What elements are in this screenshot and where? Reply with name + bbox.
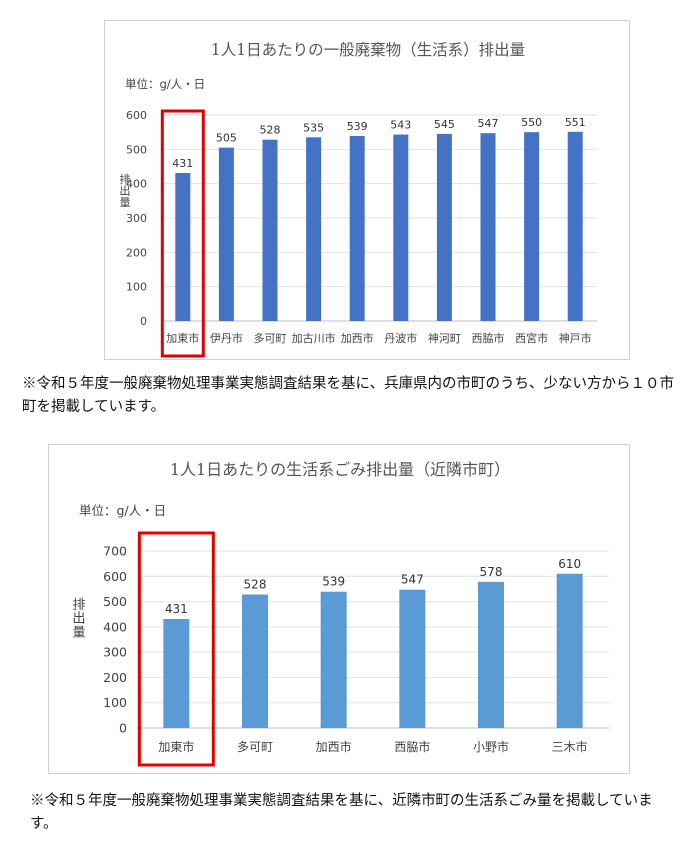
data-label: 551 xyxy=(565,116,586,129)
x-tick-label: 西宮市 xyxy=(515,331,548,345)
bar xyxy=(399,590,425,728)
chart-2-footnote: ※令和５年度一般廃棄物処理事業実態調査結果を基に、近隣市町の生活系ごみ量を掲載し… xyxy=(30,790,680,836)
data-label: 545 xyxy=(434,118,455,131)
data-label: 505 xyxy=(216,132,237,145)
x-tick-label: 神戸市 xyxy=(559,331,592,345)
data-label: 610 xyxy=(558,557,581,571)
bar xyxy=(306,137,321,321)
data-label: 543 xyxy=(390,119,411,132)
bar xyxy=(263,140,278,321)
data-label: 528 xyxy=(244,577,267,591)
chart-title: 1人1日あたりの一般廃棄物（生活系）排出量 xyxy=(211,41,525,59)
y-axis-label: 排出量 xyxy=(120,172,131,209)
bar xyxy=(242,594,268,728)
y-tick-label: 600 xyxy=(126,109,147,122)
data-label: 547 xyxy=(401,573,424,587)
data-label: 431 xyxy=(165,602,188,616)
bar xyxy=(437,134,452,321)
y-tick-label: 200 xyxy=(126,246,147,259)
chart-1-footnote: ※令和５年度一般廃棄物処理事業実態調査結果を基に、兵庫県内の市町のうち、少ない方… xyxy=(22,373,682,419)
y-tick-label: 100 xyxy=(103,695,127,710)
data-label: 431 xyxy=(172,157,193,170)
bar xyxy=(321,592,347,728)
data-label: 539 xyxy=(347,120,368,133)
y-tick-label: 500 xyxy=(126,143,147,156)
chart-2-svg: 1人1日あたりの生活系ごみ排出量（近隣市町） 単位：g/人・日 0 100 200 300… xyxy=(49,445,631,775)
x-tick-label: 多可町 xyxy=(254,331,287,345)
unit-label: 単位：g/人・日 xyxy=(79,503,166,518)
bar xyxy=(481,133,496,321)
data-label: 539 xyxy=(322,575,345,589)
y-tick-label: 400 xyxy=(103,619,127,634)
x-tick-label: 加古川市 xyxy=(292,331,336,345)
y-tick-label: 200 xyxy=(103,670,127,685)
x-tick-label: 西脇市 xyxy=(472,331,505,345)
bar xyxy=(393,135,408,321)
bar xyxy=(175,173,190,321)
chart-2: 1人1日あたりの生活系ごみ排出量（近隣市町） 単位：g/人・日 0 100 200 300… xyxy=(48,444,630,774)
bar xyxy=(557,574,583,728)
y-tick-label: 500 xyxy=(103,594,127,609)
bar xyxy=(163,619,189,728)
chart-title: 1人1日あたりの生活系ごみ排出量（近隣市町） xyxy=(170,460,510,479)
y-tick-label: 300 xyxy=(103,645,127,660)
y-tick-label: 300 xyxy=(126,212,147,225)
x-tick-label: 多可町 xyxy=(237,740,273,754)
x-tick-label: 神河町 xyxy=(428,331,461,345)
y-axis-label: 排出量 xyxy=(72,598,85,640)
data-label: 528 xyxy=(260,124,281,137)
chart-1: 1人1日あたりの一般廃棄物（生活系）排出量単位：g/人・日 0 100 200 300 4… xyxy=(104,20,630,360)
y-tick-label: 0 xyxy=(119,721,127,736)
data-label: 535 xyxy=(303,121,324,134)
bar xyxy=(219,148,234,321)
x-tick-label: 西脇市 xyxy=(394,739,430,754)
y-tick-label: 0 xyxy=(140,315,147,328)
bar xyxy=(568,132,583,321)
y-tick-label: 700 xyxy=(103,544,127,559)
data-label: 550 xyxy=(521,116,542,129)
x-tick-label: 加西市 xyxy=(341,331,374,345)
y-tick-label: 600 xyxy=(103,569,127,584)
x-tick-label: 小野市 xyxy=(473,739,509,754)
data-label: 547 xyxy=(478,117,499,130)
x-tick-label: 加東市 xyxy=(158,739,194,754)
x-tick-label: 加西市 xyxy=(316,739,352,754)
bar xyxy=(350,136,365,321)
x-tick-label: 丹波市 xyxy=(384,331,417,345)
bar xyxy=(478,582,504,728)
unit-label: 単位：g/人・日 xyxy=(125,77,205,91)
y-tick-label: 100 xyxy=(126,281,147,294)
bar xyxy=(524,132,539,321)
x-tick-label: 伊丹市 xyxy=(210,331,243,345)
x-tick-label: 加東市 xyxy=(166,331,199,345)
x-tick-label: 三木市 xyxy=(552,739,588,754)
data-label: 578 xyxy=(480,565,503,579)
